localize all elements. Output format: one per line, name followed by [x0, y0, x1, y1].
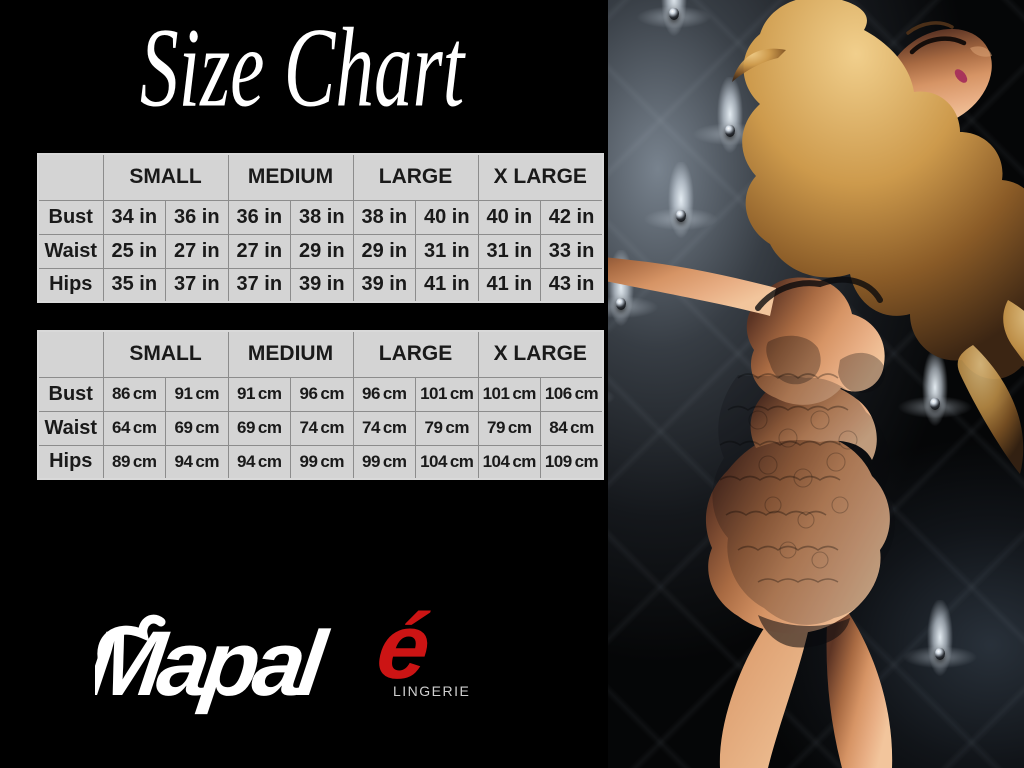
svg-text:LINGERIE: LINGERIE: [393, 683, 470, 699]
svg-text:Mapal: Mapal: [95, 611, 334, 714]
